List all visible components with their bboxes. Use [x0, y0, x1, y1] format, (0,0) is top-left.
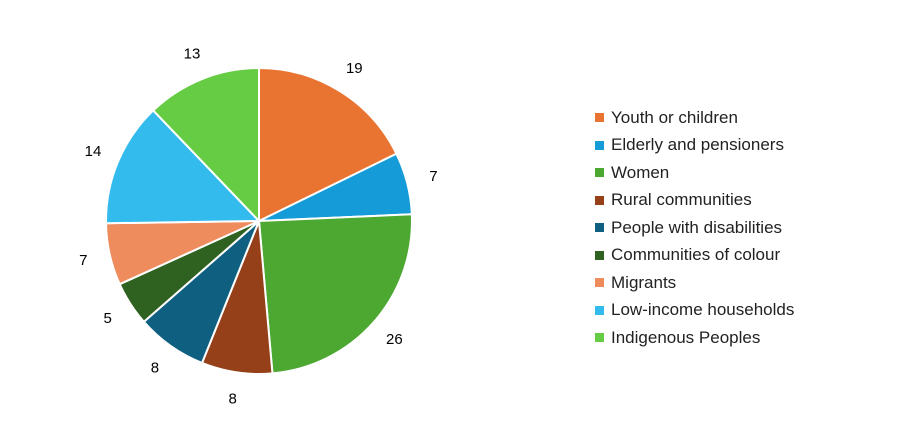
legend-label: Rural communities	[611, 190, 752, 210]
legend-label: Youth or children	[611, 107, 738, 127]
legend-item-low-income-households: Low-income households	[595, 297, 794, 325]
legend-swatch	[595, 305, 604, 315]
legend-label: Indigenous Peoples	[611, 327, 761, 347]
legend-item-migrants: Migrants	[595, 269, 794, 297]
legend-swatch	[595, 223, 604, 233]
legend-label: People with disabilities	[611, 217, 783, 237]
chart-legend: Youth or children Elderly and pensioners W…	[595, 104, 794, 352]
data-label-communities-of-colour: 5	[104, 310, 112, 327]
legend-label: Low-income households	[611, 300, 795, 320]
legend-swatch	[595, 333, 604, 343]
data-label-rural-communities: 8	[229, 391, 237, 408]
legend-label: Communities of colour	[611, 245, 781, 265]
legend-swatch	[595, 278, 604, 288]
pie-slice-indigenous-peoples	[152, 67, 260, 222]
data-label-migrants: 7	[79, 252, 87, 269]
data-label-women: 26	[386, 331, 403, 348]
legend-item-rural-communities: Rural communities	[595, 187, 794, 215]
pie-slice-women	[258, 213, 413, 375]
data-label-elderly-and-pensioners: 7	[429, 168, 437, 185]
pie-slice-youth-or-children	[258, 67, 398, 222]
legend-label: Migrants	[611, 272, 677, 292]
legend-label: Elderly and pensioners	[611, 135, 784, 155]
legend-item-youth-or-children: Youth or children	[595, 104, 794, 132]
data-label-indigenous-peoples: 13	[184, 46, 201, 63]
pie-slice-low-income-households	[105, 109, 260, 225]
legend-item-communities-of-colour: Communities of colour	[595, 242, 794, 270]
legend-swatch	[595, 195, 604, 205]
legend-item-women: Women	[595, 159, 794, 187]
legend-item-elderly-and-pensioners: Elderly and pensioners	[595, 132, 794, 160]
legend-item-people-with-disabilities: People with disabilities	[595, 214, 794, 242]
legend-item-indigenous-peoples: Indigenous Peoples	[595, 324, 794, 352]
legend-swatch	[595, 113, 604, 123]
legend-swatch	[595, 168, 604, 178]
legend-swatch	[595, 140, 604, 150]
legend-label: Women	[611, 162, 670, 182]
data-label-people-with-disabilities: 8	[151, 359, 159, 376]
data-label-low-income-households: 14	[85, 143, 102, 160]
data-label-youth-or-children: 19	[346, 60, 363, 77]
legend-swatch	[595, 250, 604, 260]
